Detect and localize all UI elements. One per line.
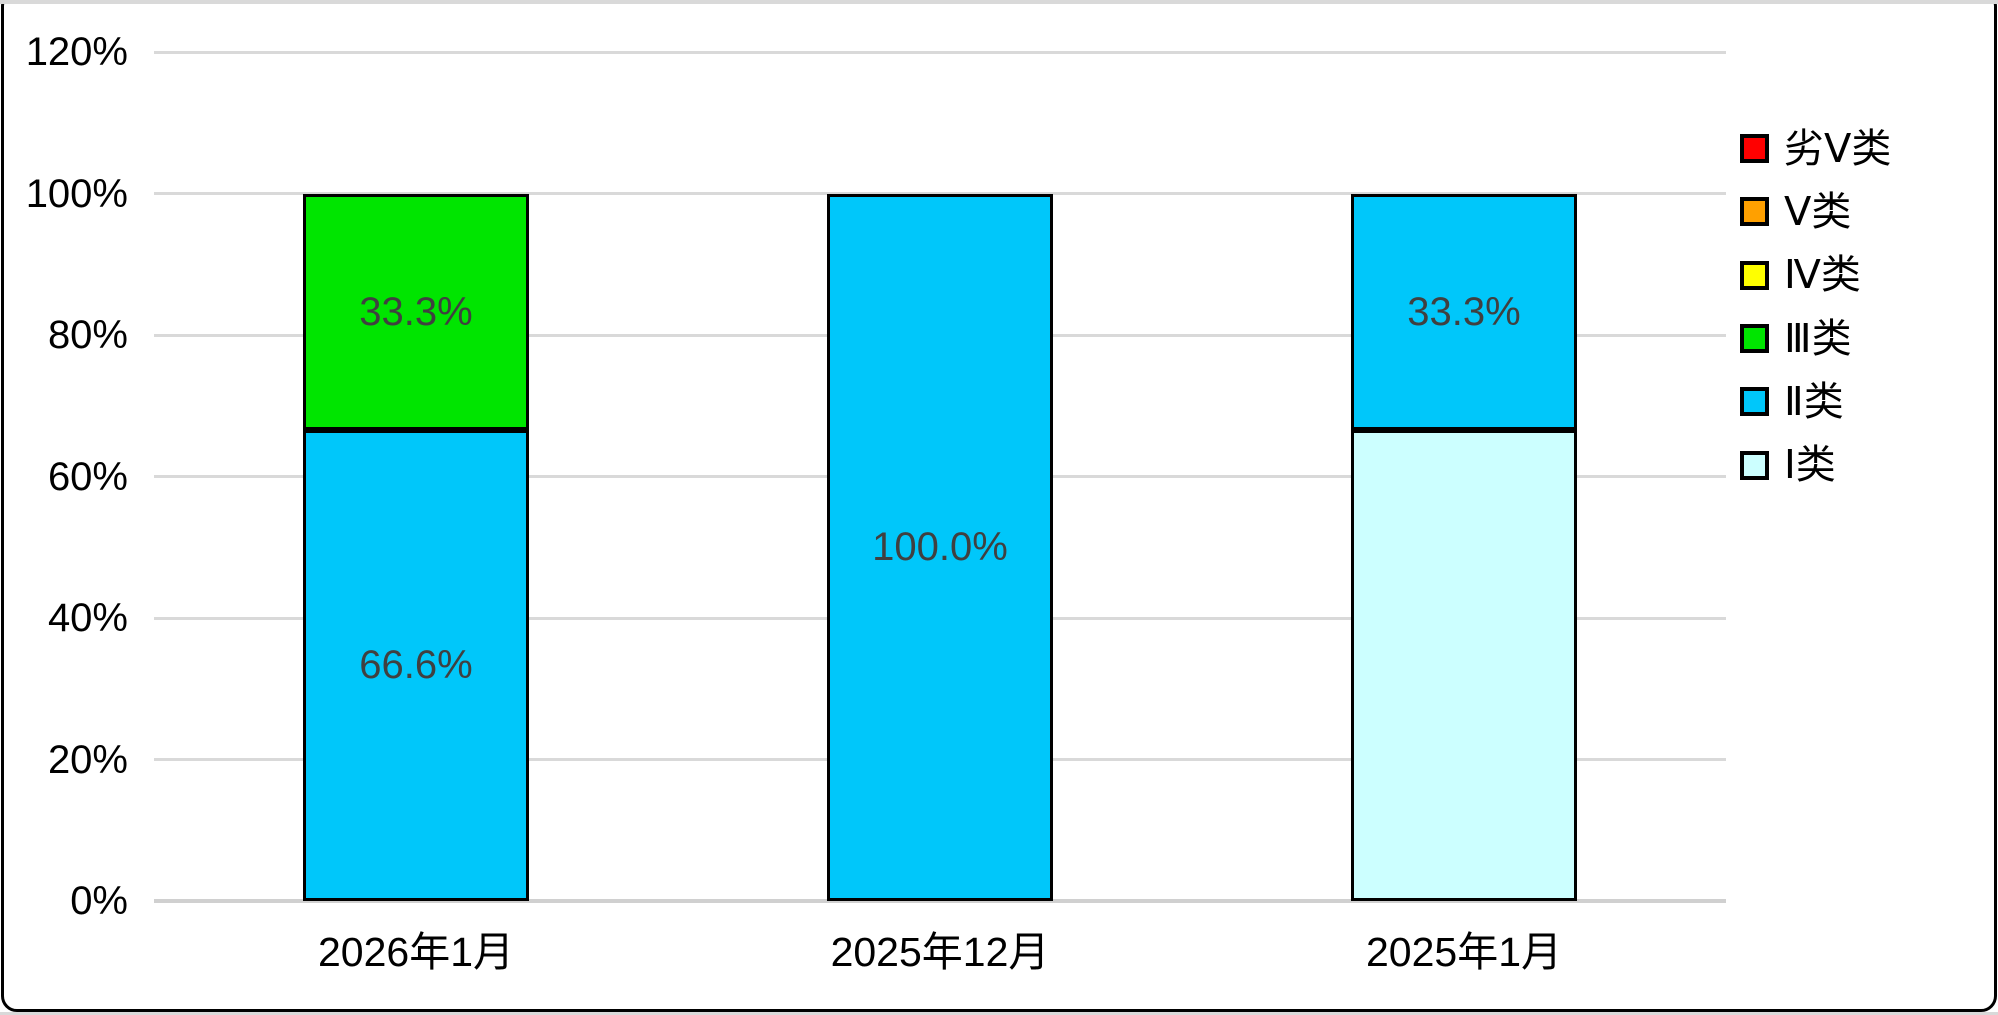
- segment-data-label: 100.0%: [872, 525, 1008, 570]
- legend-item-label: Ⅰ类: [1784, 442, 1836, 488]
- legend-item-Ⅰ类: Ⅰ类: [1740, 433, 1891, 496]
- y-axis-tick-label: 20%: [47, 737, 128, 782]
- y-axis-tick-label: 100%: [25, 171, 128, 216]
- x-axis-category-label: 2025年12月: [830, 929, 1050, 975]
- bar-segment-Ⅱ类: 66.6%: [303, 429, 529, 901]
- bar-2026年1月: 33.3% 66.6%: [303, 194, 529, 901]
- y-axis-tick-label: 120%: [25, 30, 128, 74]
- legend-item-Ⅳ类: Ⅳ类: [1740, 244, 1891, 307]
- legend: 劣Ⅴ类 Ⅴ类 Ⅳ类 Ⅲ类 Ⅱ类 Ⅰ类: [1740, 117, 1891, 497]
- y-axis-tick-label: 60%: [47, 454, 128, 499]
- y-axis-tick-label: 40%: [47, 596, 128, 640]
- window-top-edge: [0, 0, 1998, 4]
- legend-swatch-icon: [1740, 450, 1769, 480]
- legend-item-label: 劣Ⅴ类: [1784, 125, 1892, 171]
- bar-segment-Ⅱ类: 33.3%: [1351, 194, 1577, 430]
- y-axis-tick-label: 0%: [70, 879, 128, 923]
- bar-segment-Ⅰ类: [1351, 429, 1577, 901]
- legend-item-劣Ⅴ类: 劣Ⅴ类: [1740, 117, 1891, 180]
- legend-item-Ⅲ类: Ⅲ类: [1740, 307, 1891, 370]
- segment-data-label: 33.3%: [1407, 290, 1521, 334]
- legend-swatch-icon: [1740, 134, 1769, 164]
- legend-swatch-icon: [1740, 324, 1769, 354]
- bar-2025年1月: 33.3%: [1351, 194, 1577, 901]
- segment-data-label: 33.3%: [359, 290, 473, 334]
- y-axis-tick-label: 80%: [47, 313, 128, 357]
- legend-item-Ⅴ类: Ⅴ类: [1740, 180, 1891, 243]
- x-axis-line: [154, 899, 1726, 903]
- legend-swatch-icon: [1740, 260, 1769, 290]
- bar-segment-Ⅲ类: 33.3%: [303, 194, 529, 430]
- legend-swatch-icon: [1740, 387, 1769, 417]
- legend-item-label: Ⅳ类: [1784, 252, 1861, 298]
- legend-item-label: Ⅲ类: [1784, 315, 1852, 361]
- gridline: [154, 50, 1726, 54]
- bar-2025年12月: 100.0%: [827, 193, 1053, 901]
- legend-swatch-icon: [1740, 197, 1769, 227]
- x-axis-category-label: 2026年1月: [317, 929, 514, 975]
- x-axis-category-label: 2025年1月: [1365, 929, 1562, 975]
- legend-item-Ⅱ类: Ⅱ类: [1740, 370, 1891, 433]
- legend-item-label: Ⅴ类: [1784, 188, 1852, 234]
- segment-data-label: 66.6%: [359, 643, 473, 688]
- legend-item-label: Ⅱ类: [1784, 378, 1844, 424]
- bar-segment-Ⅱ类: 100.0%: [827, 193, 1053, 901]
- window-bottom-edge: [0, 1012, 1998, 1015]
